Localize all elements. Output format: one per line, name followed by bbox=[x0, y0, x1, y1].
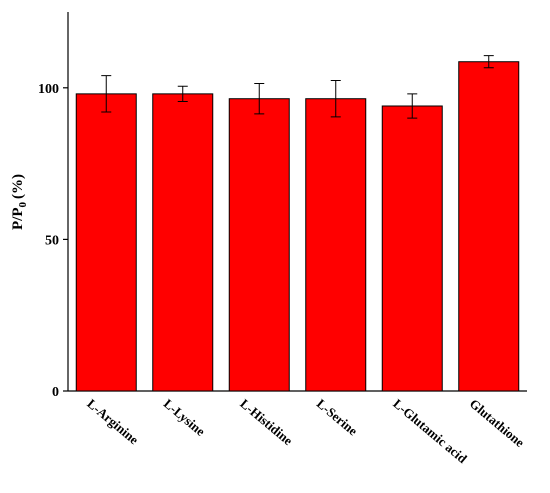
x-tick-label: L-Serine bbox=[314, 396, 361, 439]
y-label-unit: (%) bbox=[10, 174, 26, 199]
error-bar bbox=[483, 55, 494, 69]
x-tick-label: L-Arginine bbox=[84, 396, 141, 448]
bar bbox=[75, 93, 137, 392]
error-bar bbox=[254, 83, 265, 115]
x-tick-label: L-Histidine bbox=[237, 396, 296, 448]
error-bar bbox=[101, 75, 112, 113]
error-bar bbox=[407, 93, 418, 119]
y-label-sub: 0 bbox=[17, 202, 29, 208]
y-tick-label: 100 bbox=[38, 82, 59, 97]
error-bar bbox=[330, 80, 341, 118]
bar bbox=[228, 98, 290, 392]
bar bbox=[458, 61, 520, 392]
x-tick-label: L-Glutamic acid bbox=[390, 396, 470, 467]
y-tick-label: 50 bbox=[45, 233, 59, 248]
y-axis-label: P/P0 (%) bbox=[10, 174, 29, 230]
y-label-main: P/P bbox=[10, 208, 26, 231]
y-tick-label: 0 bbox=[52, 385, 59, 400]
bar bbox=[152, 93, 214, 392]
bar bbox=[305, 98, 367, 392]
x-tick-label: L-Lysine bbox=[161, 396, 208, 439]
bar bbox=[381, 105, 443, 392]
x-tick-label: Glutathione bbox=[467, 396, 528, 450]
error-bar bbox=[177, 85, 188, 102]
